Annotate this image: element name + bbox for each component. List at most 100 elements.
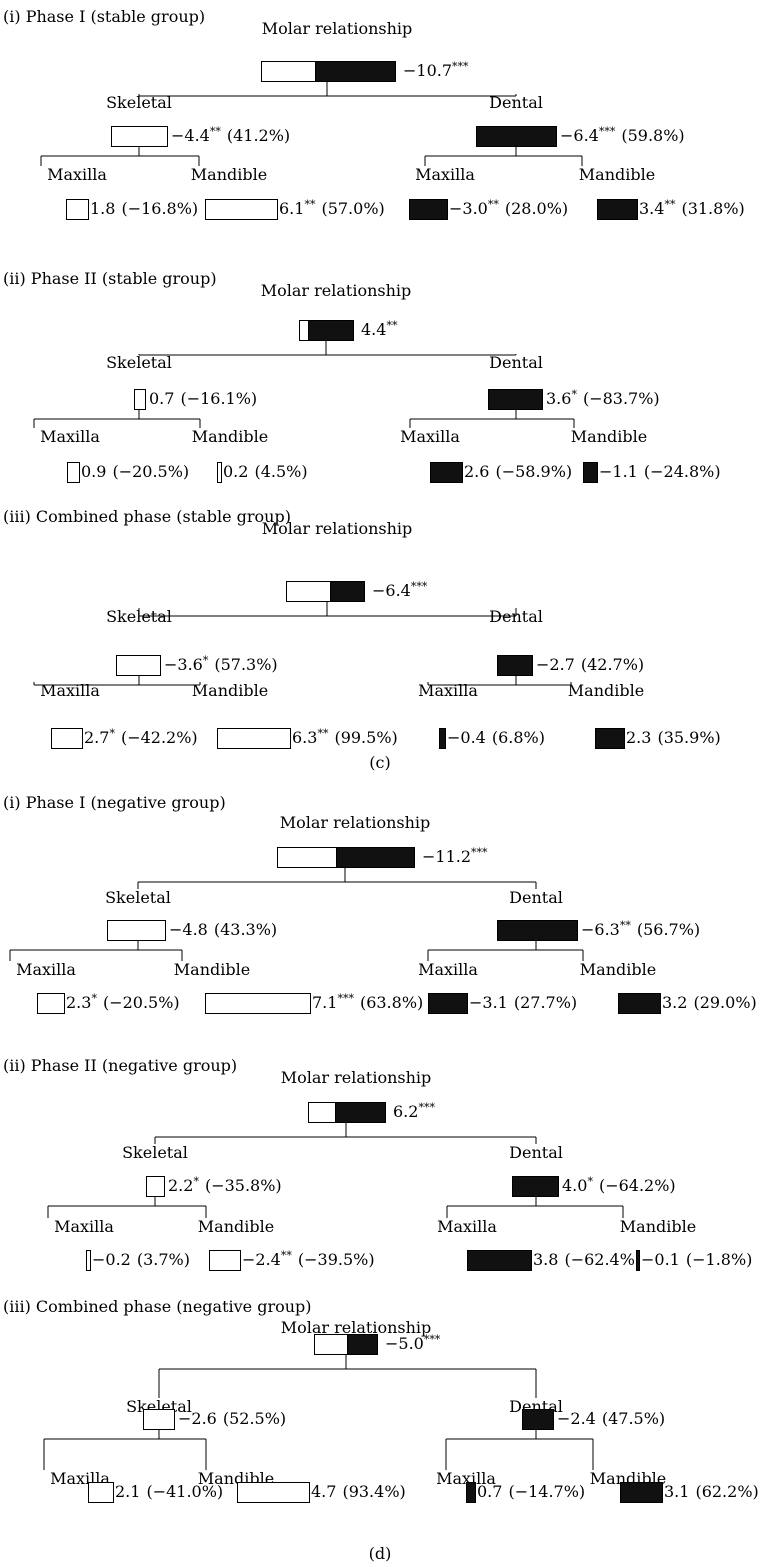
dental-stars: *** [599,125,616,138]
skeletal-mandible-pct: (99.5%) [334,728,397,747]
dental-maxilla-value: 2.6 [464,462,489,481]
root-bar-white [314,1334,348,1355]
skeletal-mandible-bar [217,462,222,483]
section-3: (iii) Combined phase (stable group)Molar… [3,507,721,749]
dental-maxilla-value-text: 0.7 (−14.7%) [477,1482,585,1501]
dental-pct: (−83.7%) [583,389,660,408]
skeletal-maxilla-value: 0.9 [81,462,106,481]
dental-pct: (42.7%) [581,655,644,674]
dental-mandible-pct: (62.2%) [695,1482,758,1501]
skeletal-label: Skeletal [106,607,172,626]
section-5: (ii) Phase II (negative group) Molar rela… [3,1056,752,1271]
dental-mandible-bar [620,1482,663,1503]
dental-label: Dental [489,607,543,626]
skeletal-value-text: 0.7 (−16.1%) [149,389,257,408]
skeletal-pct: (41.2%) [227,126,290,145]
dental-value: 3.6 [546,389,571,408]
skeletal-mandible-bar [205,199,278,220]
dental-maxilla-bar [409,199,448,220]
skeletal-label: Skeletal [106,353,172,372]
section-2: (ii) Phase II (stable group) Molar relati… [3,269,721,483]
dental-stars: * [571,388,577,401]
dental-mandible-value-text: 3.2 (29.0%) [662,993,757,1012]
dental-mandible-value-text: 3.1 (62.2%) [664,1482,759,1501]
skeletal-mandible-bar [217,728,291,749]
dental-value-text: −6.3** (56.7%) [581,919,700,939]
skeletal-mandible-value-text: −2.4** (−39.5%) [242,1249,375,1269]
skeletal-mandible-pct: (−39.5%) [298,1250,375,1269]
dental-mandible-value: 2.3 [626,728,651,747]
root-label: Molar relationship [281,1068,432,1087]
root-value-text: −5.0*** [385,1333,441,1353]
skeletal-maxilla-label: Maxilla [16,960,76,979]
skeletal-maxilla-pct: (−41.0%) [146,1482,223,1501]
root-bar-white [308,1102,336,1123]
skeletal-value-text: 2.2* (−35.8%) [168,1175,282,1195]
dental-mandible-pct: (29.0%) [693,993,756,1012]
dental-maxilla-value: 0.7 [477,1482,502,1501]
root-bar-white [277,847,337,868]
dental-mandible-bar [595,728,625,749]
skeletal-mandible-label: Mandible [198,1217,274,1236]
dental-maxilla-value-text: 2.6 (−58.9%) [464,462,572,481]
skeletal-maxilla-bar [37,993,65,1014]
skeletal-bar [111,126,168,147]
root-stars: *** [452,60,469,73]
root-bar-white [261,61,316,82]
root-value-text: 6.2*** [393,1101,435,1121]
dental-maxilla-pct: (6.8%) [492,728,545,747]
section-title: (iii) Combined phase (stable group) [3,507,291,526]
dental-maxilla-pct: (28.0%) [505,199,568,218]
root-value: −5.0 [385,1334,424,1353]
skeletal-mandible-value-text: 6.3** (99.5%) [292,727,398,747]
dental-value: −6.3 [581,920,620,939]
skeletal-label: Skeletal [105,888,171,907]
root-value-text: 4.4** [361,319,398,339]
panel-label-d: (d) [369,1544,392,1563]
skeletal-mandible-bar [237,1482,310,1503]
root-value-text: −11.2*** [422,846,488,866]
dental-bar [488,389,543,410]
skeletal-pct: (43.3%) [214,920,277,939]
skeletal-value: 2.2 [168,1176,193,1195]
root-bar-black [347,1334,378,1355]
skeletal-maxilla-value-text: 1.8 (−16.8%) [90,199,198,218]
skeletal-stars: * [193,1175,199,1188]
dental-pct: (47.5%) [602,1409,665,1428]
dental-mandible-value: 3.2 [662,993,687,1012]
root-label: Molar relationship [262,519,413,538]
section-title: (ii) Phase II (stable group) [3,269,217,288]
skeletal-mandible-value-text: 7.1*** (63.8%) [312,992,423,1012]
skeletal-maxilla-value: 2.7 [84,728,109,747]
root-value-text: −6.4*** [372,580,428,600]
root-value: −6.4 [372,581,411,600]
dental-value-text: −2.7 (42.7%) [536,655,644,674]
dental-maxilla-value-text: −3.0** (28.0%) [449,198,568,218]
dental-mandible-pct: (−24.8%) [644,462,721,481]
dental-value-text: −6.4*** (59.8%) [560,125,685,145]
panel-label-c: (c) [369,753,390,772]
skeletal-maxilla-label: Maxilla [40,681,100,700]
dental-mandible-stars: ** [664,198,676,211]
skeletal-maxilla-value-text: 2.7* (−42.2%) [84,727,198,747]
skeletal-mandible-value: 4.7 [311,1482,336,1501]
dental-maxilla-pct: (27.7%) [514,993,577,1012]
skeletal-mandible-value: −2.4 [242,1250,281,1269]
dental-label: Dental [489,93,543,112]
skeletal-maxilla-bar [66,199,89,220]
dental-maxilla-label: Maxilla [418,681,478,700]
skeletal-stars: * [203,654,209,667]
dental-value-text: 4.0* (−64.2%) [562,1175,676,1195]
dental-maxilla-pct: (−62.4%) [564,1250,641,1269]
dental-mandible-pct: (−1.8%) [686,1250,753,1269]
root-bar-white [299,320,309,341]
skeletal-maxilla-pct: (−20.5%) [112,462,189,481]
section-6: (iii) Combined phase (negative group) Mol… [3,1297,759,1503]
skeletal-maxilla-stars: * [91,992,97,1005]
dental-mandible-value: 3.4 [639,199,664,218]
skeletal-pct: (−35.8%) [205,1176,282,1195]
skeletal-value: −4.8 [169,920,208,939]
skeletal-maxilla-bar [51,728,83,749]
section-1: (i) Phase I (stable group) Molar relation… [3,7,745,220]
dental-bar [497,655,533,676]
